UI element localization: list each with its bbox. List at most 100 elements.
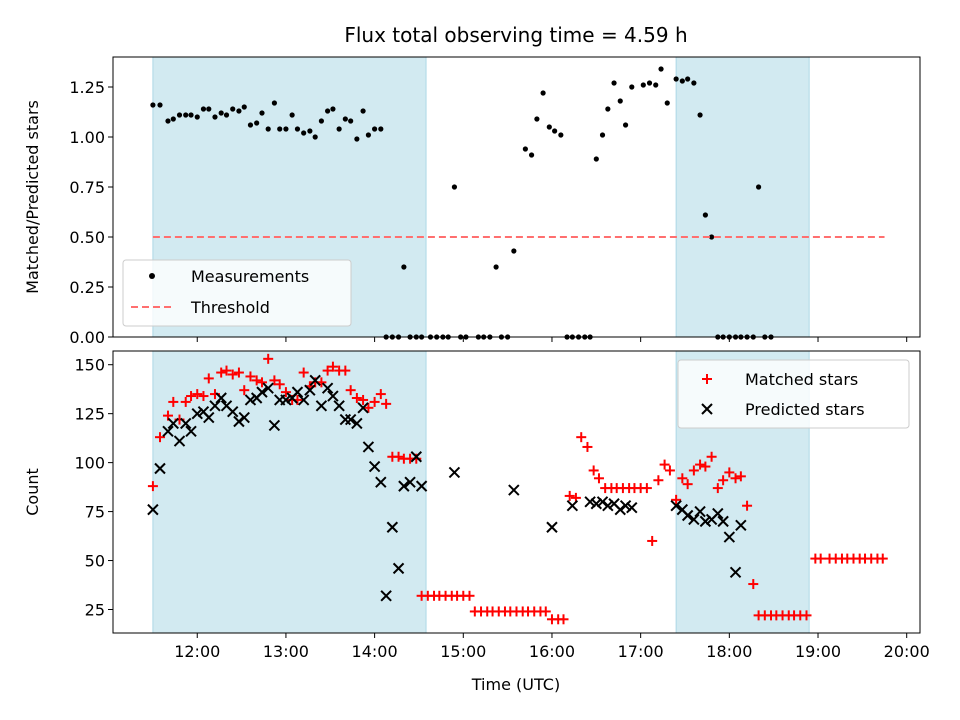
measurement-point bbox=[194, 114, 200, 120]
matched-point bbox=[393, 451, 404, 462]
measurement-point bbox=[546, 124, 552, 130]
matched-point bbox=[695, 459, 706, 470]
measurement-point bbox=[697, 112, 703, 118]
x-tick-label: 16:00 bbox=[529, 642, 575, 661]
predicted-point bbox=[191, 407, 203, 420]
y-tick-label: 100 bbox=[74, 454, 105, 473]
measurement-point bbox=[664, 100, 670, 106]
x-tick-label: 20:00 bbox=[884, 642, 930, 661]
chart-title: Flux total observing time = 4.59 h bbox=[344, 23, 687, 47]
measurement-point bbox=[325, 108, 331, 114]
predicted-point bbox=[392, 562, 405, 575]
count-marks bbox=[147, 353, 888, 625]
predicted-point bbox=[735, 519, 747, 531]
matched-point bbox=[593, 473, 604, 484]
predicted-point bbox=[268, 419, 281, 432]
measurement-point bbox=[301, 130, 307, 136]
matched-point bbox=[216, 367, 227, 378]
measurement-point bbox=[348, 118, 354, 124]
matched-point bbox=[877, 553, 888, 564]
predicted-point bbox=[410, 451, 422, 463]
measurement-point bbox=[271, 100, 277, 106]
matched-point bbox=[221, 365, 232, 376]
count-y-ticks: 25 50 75 100 125 150 bbox=[74, 356, 113, 620]
predicted-point bbox=[256, 386, 268, 398]
predicted-point bbox=[185, 425, 197, 437]
matched-point bbox=[671, 494, 682, 505]
ratio-marks bbox=[150, 66, 885, 340]
predicted-point bbox=[280, 394, 292, 406]
matched-point bbox=[340, 365, 351, 376]
predicted-point bbox=[375, 476, 387, 488]
matched-point bbox=[322, 365, 333, 376]
matched-point bbox=[735, 471, 746, 482]
predicted-point bbox=[238, 411, 250, 424]
measurement-point bbox=[756, 184, 762, 190]
y-tick-label: 0.00 bbox=[69, 328, 105, 347]
predicted-point bbox=[681, 509, 694, 522]
predicted-point bbox=[244, 394, 257, 406]
matched-point bbox=[298, 367, 309, 378]
predicted-point bbox=[304, 384, 316, 396]
measurement-point bbox=[658, 66, 664, 72]
matched-point bbox=[203, 373, 214, 384]
measurement-point bbox=[223, 112, 230, 118]
matched-point bbox=[724, 467, 735, 478]
measurement-point bbox=[702, 212, 708, 218]
threshold-legend-label: Threshold bbox=[190, 298, 270, 317]
matched-point bbox=[653, 475, 664, 486]
matched-point bbox=[682, 479, 693, 490]
predicted-point bbox=[291, 386, 304, 398]
count-y-axis-label: Count bbox=[23, 468, 42, 516]
predicted-point bbox=[327, 390, 339, 402]
y-tick-label: 75 bbox=[85, 503, 105, 522]
x-tick-label: 17:00 bbox=[618, 642, 664, 661]
measurement-point bbox=[294, 126, 301, 132]
ratio-panel: 0.00 0.25 0.50 0.75 1.00 1.25 Matched/Predict… bbox=[23, 56, 921, 347]
y-tick-label: 150 bbox=[74, 356, 105, 375]
ratio-y-ticks: 0.00 0.25 0.50 0.75 1.00 1.25 bbox=[69, 78, 113, 347]
measurement-point bbox=[206, 106, 212, 112]
y-tick-label: 125 bbox=[74, 405, 105, 424]
measurement-point bbox=[401, 264, 407, 270]
measurement-point bbox=[307, 128, 313, 134]
predicted-point bbox=[368, 460, 381, 473]
predicted-point bbox=[357, 402, 369, 414]
matched-point bbox=[345, 385, 356, 396]
matched-point bbox=[712, 483, 723, 494]
measurement-point bbox=[170, 116, 176, 122]
predicted-point bbox=[566, 500, 579, 512]
predicted-point bbox=[590, 498, 603, 510]
matched-point bbox=[564, 490, 575, 501]
measurement-point bbox=[354, 136, 360, 142]
matched-legend-label: Matched stars bbox=[745, 370, 858, 389]
matched-point bbox=[239, 385, 250, 396]
matched-point bbox=[641, 483, 652, 494]
predicted-point bbox=[380, 590, 392, 602]
predicted-point bbox=[173, 435, 186, 447]
measurement-point bbox=[254, 120, 260, 126]
predicted-point bbox=[362, 441, 375, 453]
measurement-point bbox=[599, 132, 606, 138]
matched-legend-marker bbox=[702, 374, 712, 384]
measurement-point bbox=[528, 152, 535, 158]
x-tick-label: 19:00 bbox=[795, 642, 841, 661]
measurement-point bbox=[378, 126, 384, 132]
matched-point bbox=[659, 459, 670, 470]
measurement-point bbox=[289, 112, 295, 118]
measurement-point bbox=[312, 134, 318, 140]
predicted-point bbox=[297, 394, 310, 406]
x-tick-label: 14:00 bbox=[352, 642, 398, 661]
measurement-point bbox=[218, 110, 224, 116]
predicted-point bbox=[584, 496, 596, 508]
measurement-point bbox=[336, 126, 342, 132]
measurement-point bbox=[622, 122, 629, 128]
matched-point bbox=[256, 377, 267, 388]
measurement-point bbox=[534, 116, 540, 122]
predicted-point bbox=[386, 521, 399, 533]
measurement-point bbox=[283, 126, 289, 132]
predicted-point bbox=[694, 505, 706, 518]
matched-point bbox=[540, 606, 551, 617]
measurement-point bbox=[265, 126, 271, 132]
